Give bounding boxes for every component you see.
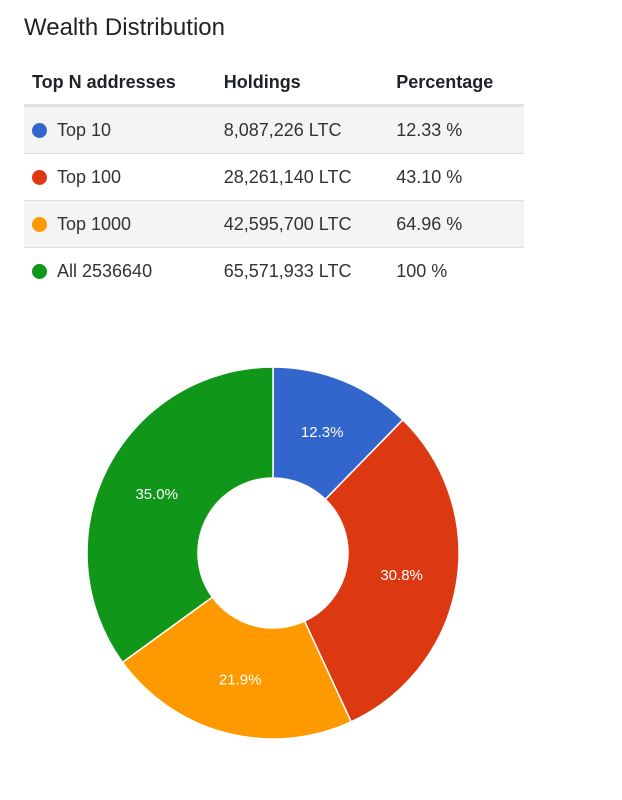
holdings-cell: 28,261,140 LTC	[215, 153, 389, 201]
holdings-cell: 42,595,700 LTC	[215, 200, 389, 248]
row-label-cell: Top 10	[24, 105, 216, 154]
row-label: Top 10	[57, 119, 112, 140]
column-header-percentage: Percentage	[388, 60, 524, 107]
color-dot-icon	[32, 169, 47, 185]
holdings-cell: 8,087,226 LTC	[215, 105, 389, 154]
color-dot-icon	[32, 122, 47, 138]
column-header-top-n: Top N addresses	[24, 60, 216, 107]
percentage-cell: 100 %	[396, 260, 448, 281]
row-label: Top 100	[57, 166, 122, 187]
slice-label: 21.9%	[219, 671, 262, 688]
table-row-top-10: Top 10 8,087,226 LTC 12.33 %	[24, 105, 524, 154]
percentage-cell: 12.33 %	[388, 105, 524, 154]
table-row-top-1000: Top 1000 42,595,700 LTC 64.96 %	[24, 200, 524, 248]
wealth-distribution-table: Top N addresses Holdings Percentage Top …	[24, 60, 524, 294]
percentage-cell: 43.10 %	[388, 153, 524, 201]
table-row-top-100: Top 100 28,261,140 LTC 43.10 %	[24, 153, 524, 201]
donut-chart: 12.3% 30.8% 21.9% 35.0%	[86, 366, 460, 740]
slice-top-100[interactable]	[303, 418, 460, 723]
slice-top-1000[interactable]	[121, 596, 353, 740]
row-label: All 2536640	[57, 260, 153, 281]
slice-all-2536640[interactable]	[86, 366, 274, 664]
slice-label: 35.0%	[135, 486, 178, 503]
row-label-cell: All 2536640	[24, 248, 216, 295]
table-row-all: All 2536640 65,571,933 LTC 100 %	[24, 248, 524, 295]
slice-label: 30.8%	[380, 567, 423, 584]
row-label-cell: Top 100	[24, 153, 216, 201]
column-header-holdings: Holdings	[215, 60, 389, 107]
color-dot-icon	[32, 263, 47, 279]
holdings-cell: 65,571,933 LTC	[223, 260, 352, 281]
color-dot-icon	[32, 216, 47, 232]
slice-label: 12.3%	[301, 424, 344, 441]
row-label-cell: Top 1000	[24, 200, 216, 248]
percentage-cell: 64.96 %	[388, 200, 524, 248]
donut-chart-container: 12.3% 30.8% 21.9% 35.0%	[0, 320, 622, 780]
table-header-row: Top N addresses Holdings Percentage	[24, 60, 524, 107]
page-title: Wealth Distribution	[24, 14, 225, 41]
row-label: Top 1000	[57, 213, 132, 234]
